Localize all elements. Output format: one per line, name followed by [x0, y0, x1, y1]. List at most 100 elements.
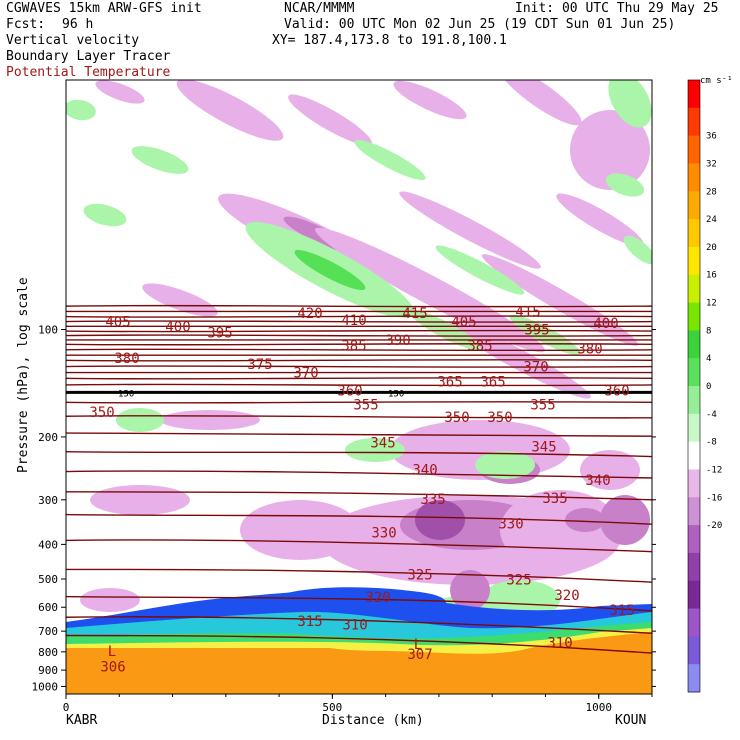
vv-contour-10 [481, 254, 639, 346]
model-title: CGWAVES 15km ARW-GFS init [6, 1, 202, 16]
right-endpoint-label: KOUN [615, 713, 647, 728]
low-marker: L [414, 637, 422, 653]
vv-contour-35 [80, 588, 140, 612]
theta-label: 410 [341, 313, 366, 329]
vv-contour-11 [556, 193, 644, 247]
theta-label: 390 [385, 333, 410, 349]
theta-label: 395 [207, 326, 232, 342]
colorbar-swatch [688, 80, 700, 109]
colorbar-swatch [688, 274, 700, 304]
theta-label: 385 [341, 339, 366, 355]
y-axis-title: Pressure (hPa), log scale [16, 277, 31, 473]
vv-contour-8 [399, 191, 541, 269]
theta-label: 365 [480, 375, 505, 391]
y-tick-label: 200 [38, 431, 58, 444]
theta-label: 310 [547, 635, 572, 651]
theta-line-15 [66, 383, 652, 387]
theta-label: 330 [371, 525, 396, 541]
colorbar-swatch [688, 469, 700, 498]
theta-label: 380 [114, 351, 139, 367]
low-marker: L [108, 644, 116, 660]
theta-line-8 [66, 342, 652, 346]
theta-label: 405 [105, 315, 130, 331]
x-tick-label: 0 [63, 701, 70, 714]
theta-line-12 [66, 365, 652, 368]
colorbar-tick-label: 12 [706, 299, 717, 309]
colorbar-tick-label: -12 [706, 465, 722, 475]
theta-label: 307 [407, 647, 432, 663]
vv-contour-25 [623, 235, 652, 265]
plot-frame [65, 79, 653, 695]
y-tick-label: 900 [38, 664, 58, 677]
y-tick-label: 800 [38, 646, 58, 659]
xy-endpoints: XY= 187.4,173.8 to 191.8,100.1 [272, 33, 507, 48]
theta-label: 335 [542, 491, 567, 507]
vv-contour-15 [131, 146, 189, 174]
colorbar-swatch [688, 636, 700, 665]
forecast-hours: 96 h [62, 17, 94, 32]
vv-contour-28 [415, 500, 465, 540]
theta-line-20 [66, 451, 652, 458]
theta-label: 385 [467, 339, 492, 355]
theta-label: 355 [530, 397, 555, 413]
colorbar-swatch [688, 107, 700, 137]
theta-label: 345 [531, 440, 556, 456]
field-vertical-velocity: Vertical velocity [6, 33, 140, 48]
valid-time: Valid: 00 UTC Mon 02 Jun 25 (19 CDT Sun … [284, 17, 676, 32]
theta-label: 415 [402, 306, 427, 322]
theta-label: 350 [444, 410, 469, 426]
colorbar-swatch [688, 608, 700, 637]
theta-line-22 [66, 491, 652, 501]
theta-label: 320 [365, 590, 390, 606]
colorbar-unit: cm s⁻¹ [700, 76, 733, 86]
theta-line-17 [66, 401, 652, 404]
vv-contour-5 [570, 110, 650, 190]
theta-label: 306 [100, 660, 125, 676]
colorbar-swatch [688, 358, 700, 387]
theta-line-18 [66, 414, 652, 419]
colorbar-swatch [688, 386, 700, 415]
colorbar-swatch [688, 246, 700, 276]
colorbar-swatch [688, 413, 700, 443]
theta-line-11 [66, 359, 652, 362]
vv-contour-36 [580, 450, 640, 490]
theta-label: 325 [407, 567, 432, 583]
theta-label: 400 [165, 319, 190, 335]
colorbar-tick-label: 8 [706, 326, 711, 336]
y-tick-label: 600 [38, 601, 58, 614]
colorbar-swatch [688, 191, 700, 220]
vv-contour-21 [605, 173, 645, 197]
vv-contour-23 [509, 314, 581, 356]
theta-label: 405 [451, 315, 476, 331]
vv-contour-19 [354, 139, 426, 181]
y-tick-label: 500 [38, 573, 58, 586]
theta-label: 315 [297, 614, 322, 630]
theta-line-2 [66, 315, 652, 318]
tropopause-label: 150 [388, 389, 404, 399]
colorbar-swatch [688, 330, 700, 359]
theta-label: 365 [437, 375, 462, 391]
colorbar-tick-label: 28 [706, 187, 717, 197]
colorbar-tick-label: 0 [706, 382, 711, 392]
pbl-orange-layer [66, 632, 652, 694]
vv-contour-44 [450, 570, 490, 610]
colorbar-swatch [688, 525, 700, 554]
colorbar-swatch [688, 163, 700, 192]
theta-line-25 [66, 568, 652, 583]
theta-line-23 [66, 513, 652, 525]
theta-label: 350 [89, 405, 114, 421]
vv-contour-39 [345, 438, 405, 462]
vv-contour-40 [475, 451, 535, 479]
colorbar-tick-label: -8 [706, 438, 717, 448]
x-axis-title: Distance (km) [322, 713, 424, 728]
theta-label: 345 [370, 435, 395, 451]
theta-label: 330 [498, 517, 523, 533]
theta-line-28 [66, 634, 652, 654]
colorbar-swatch [688, 664, 700, 693]
vv-contour-41 [116, 408, 164, 432]
theta-label: 320 [554, 588, 579, 604]
theta-label: 310 [342, 617, 367, 633]
theta-line-26 [66, 595, 652, 612]
tropopause-label: 150 [118, 389, 134, 399]
theta-label: 360 [604, 383, 629, 399]
